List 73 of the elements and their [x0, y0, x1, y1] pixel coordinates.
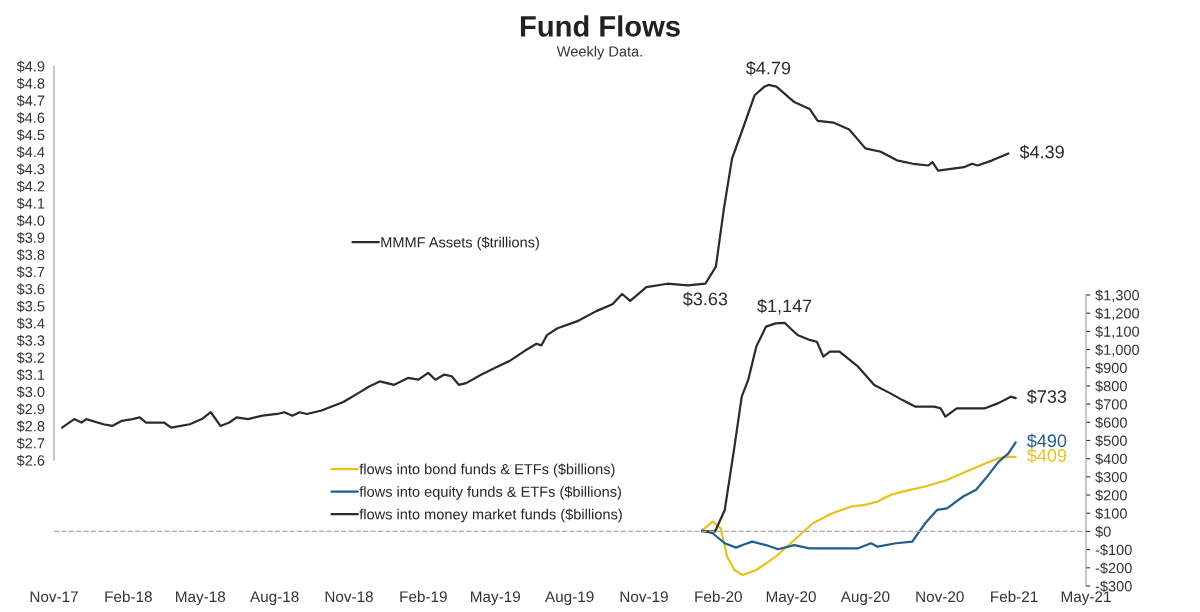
- y-tick-label: $3.4: [16, 317, 45, 330]
- x-tick-label: May-19: [471, 591, 520, 606]
- line-series: [60, 83, 1010, 429]
- x-tick-label: May-20: [766, 591, 816, 606]
- x-tick-label: Feb-21: [991, 590, 1038, 603]
- y-tick-label: $100: [1095, 507, 1127, 520]
- y-tick-label: $800: [1095, 380, 1127, 393]
- y-tick-label: $3.6: [16, 283, 45, 296]
- x-tick-label: Feb-18: [105, 590, 152, 603]
- x-tick-label: Feb-20: [695, 590, 742, 603]
- y-tick-label: $3.2: [16, 351, 45, 364]
- legend-label: MMMF Assets ($trillions): [381, 236, 539, 251]
- line-series: [701, 441, 1017, 551]
- y-tick-label: $2.6: [16, 454, 45, 467]
- legend-label: flows into money market funds ($billions): [359, 508, 622, 523]
- x-tick-label: Nov-20: [916, 591, 964, 603]
- y-tick-label: $4.9: [16, 60, 45, 73]
- x-tick-label: May-18: [176, 591, 226, 606]
- y-tick-label: $4.6: [16, 111, 45, 124]
- y-tick-label: -$300: [1095, 580, 1132, 593]
- y-tick-label: $700: [1095, 398, 1127, 411]
- text: Weekly Data.: [556, 45, 642, 60]
- y-tick-label: $3.3: [16, 334, 45, 347]
- y-tick-label: $1,300: [1095, 289, 1140, 303]
- y-tick-label: $3.8: [16, 249, 45, 261]
- data-label: $409: [1027, 448, 1067, 463]
- y-tick-label: $4.1: [16, 197, 45, 210]
- y-tick-label: $2.7: [16, 437, 45, 450]
- y-tick-label: $300: [1095, 471, 1127, 484]
- y-tick-label: $2.9: [16, 403, 45, 416]
- y-tick-label: $3.0: [16, 386, 45, 398]
- x-tick-label: May-21: [1061, 591, 1111, 606]
- x-tick-label: Nov-19: [620, 591, 668, 603]
- y-tick-label: $2.8: [16, 420, 45, 433]
- y-tick-label: $4.0: [16, 214, 45, 227]
- y-tick-label: $3.1: [16, 369, 45, 381]
- y-tick-label: $3.9: [16, 231, 45, 244]
- y-tick-label: $4.5: [16, 129, 45, 141]
- y-tick-label: $4.7: [16, 94, 45, 107]
- y-tick-label: $4.4: [16, 146, 45, 159]
- y-tick-label: $900: [1095, 362, 1127, 375]
- y-tick-label: $0: [1095, 525, 1111, 538]
- data-label: $3.63: [682, 291, 728, 307]
- y-tick-label: $1,000: [1095, 344, 1140, 357]
- y-tick-label: $200: [1095, 489, 1127, 502]
- y-tick-label: $600: [1095, 416, 1127, 429]
- y-tick-label: $4.3: [16, 163, 45, 176]
- y-tick-label: -$200: [1095, 562, 1132, 575]
- data-label: $490: [1027, 433, 1067, 449]
- legend-label: flows into bond funds & ETFs ($billions): [359, 463, 615, 478]
- y-tick-label: $3.7: [16, 266, 45, 279]
- y-tick-label: $4.2: [16, 180, 45, 193]
- chart-title: Fund Flows: [520, 15, 680, 37]
- y-tick-label: $4.8: [16, 77, 45, 90]
- x-tick-label: Aug-18: [250, 591, 299, 606]
- data-label: $4.39: [1019, 144, 1064, 160]
- x-tick-label: Aug-20: [840, 591, 890, 606]
- y-tick-label: $500: [1095, 434, 1127, 447]
- y-tick-label: $400: [1095, 453, 1127, 465]
- y-tick-label: -$100: [1095, 544, 1132, 556]
- y-tick-label: $3.5: [16, 300, 45, 313]
- line-series: [701, 455, 1017, 577]
- y-tick-label: $1,200: [1095, 307, 1140, 321]
- legend-label: flows into equity funds & ETFs ($billions): [359, 485, 621, 500]
- data-label: $4.79: [746, 60, 791, 76]
- data-label: $733: [1027, 389, 1067, 405]
- x-tick-label: Nov-17: [30, 591, 78, 603]
- data-label: $1,147: [757, 298, 812, 315]
- x-tick-label: Feb-19: [400, 590, 447, 603]
- x-tick-label: Aug-19: [545, 591, 594, 606]
- x-tick-label: Nov-18: [325, 591, 373, 603]
- y-tick-label: $1,100: [1095, 325, 1140, 339]
- line-series: [701, 321, 1017, 533]
